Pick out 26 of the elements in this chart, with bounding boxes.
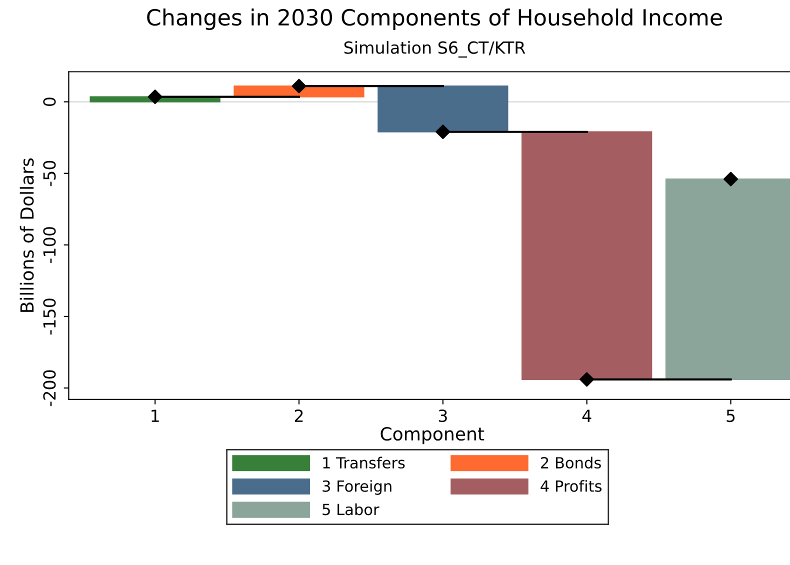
x-tick-label: 3 [438,409,447,422]
x-tick-label: 4 [582,410,592,422]
x-tick-label: 2 [294,409,303,422]
y-tick-label: -100 [43,227,56,264]
point [580,372,594,387]
point [723,172,738,186]
point [148,90,162,104]
chart-subtitle: Simulation S6_CT/KTR [344,41,526,58]
y-tick-label: -50 [43,160,56,186]
point [292,78,306,94]
legend-label: 4 Profits [540,480,602,492]
y-tick-label: -150 [43,298,56,335]
legend-label: 5 Labor [322,503,380,516]
chart-title: Changes in 2030 Components of Household Income [147,8,722,30]
y-tick-label: 0 [43,98,56,106]
y-axis-title: Billions of Dollars [20,158,34,312]
bar [522,131,652,380]
legend-label: 1 Transfers [323,456,405,469]
x-tick-label: 5 [726,410,735,422]
y-tick-label: -200 [43,370,56,406]
x-axis-title: Component [380,427,484,444]
bar [378,86,508,132]
legend-label: 2 Bonds [541,456,601,469]
point [436,124,450,140]
x-tick-label: 1 [152,410,159,422]
legend-label: 3 Foreign [322,480,392,495]
